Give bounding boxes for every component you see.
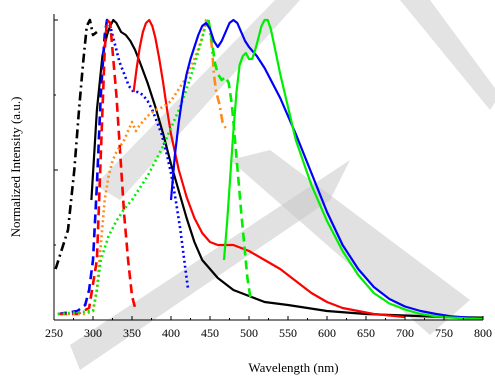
x-tick-label-700: 700: [396, 326, 414, 340]
series-line-11: [169, 18, 484, 320]
x-tick-label-750: 750: [435, 326, 453, 340]
x-tick-label-250: 250: [45, 326, 63, 340]
series-line-4: [105, 19, 190, 291]
x-tick-label-800: 800: [474, 326, 492, 340]
y-axis-title: Normalized Intensity (a.u.): [8, 97, 23, 238]
watermark-stroke-4: [400, 0, 495, 110]
series-group: [54, 18, 484, 320]
series-line-12: [222, 18, 484, 320]
series-line-8: [207, 19, 227, 129]
x-tick-label-450: 450: [201, 326, 219, 340]
series-line-1: [54, 18, 98, 270]
x-tick-label-500: 500: [240, 326, 258, 340]
x-tick-label-600: 600: [318, 326, 336, 340]
series-line-5: [57, 18, 138, 316]
axes: 250 300 350 400 450 500 550 600 650 700 750 800: [45, 14, 492, 340]
x-axis-title: Wavelength (nm): [248, 360, 338, 375]
watermark: [70, 0, 495, 370]
watermark-stroke-3: [95, 0, 300, 200]
series-line-2: [90, 18, 484, 319]
x-tick-label-300: 300: [84, 326, 102, 340]
series-line-6: [132, 18, 406, 319]
x-tick-label-350: 350: [123, 326, 141, 340]
x-tick-label-400: 400: [162, 326, 180, 340]
x-tick-label-650: 650: [357, 326, 375, 340]
watermark-stroke-2: [230, 150, 470, 335]
series-line-10: [207, 19, 252, 300]
series-line-9: [57, 19, 210, 316]
watermark-stroke-1: [70, 160, 350, 370]
x-tick-label-550: 550: [279, 326, 297, 340]
